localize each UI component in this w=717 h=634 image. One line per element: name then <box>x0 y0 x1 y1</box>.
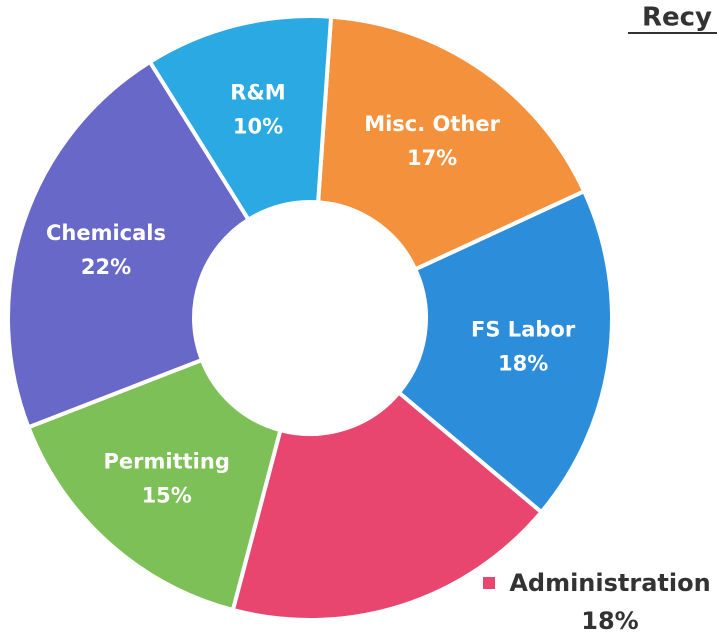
legend-swatch <box>483 577 495 589</box>
slice-label: Chemicals <box>46 221 166 245</box>
slice <box>315 14 587 272</box>
value-label: 22% <box>81 255 131 279</box>
slice <box>396 188 614 515</box>
slice <box>230 389 545 622</box>
slice <box>25 357 283 613</box>
value-label: 18% <box>581 607 638 634</box>
slice-label: Permitting <box>104 449 230 473</box>
chart-title: Recy <box>642 3 712 33</box>
value-label: 18% <box>498 351 548 375</box>
value-label: 17% <box>407 146 457 170</box>
slice-label: Misc. Other <box>364 112 500 136</box>
slice-label: FS Labor <box>471 317 576 341</box>
value-label: 10% <box>233 114 283 138</box>
slice-label: Administration <box>509 569 710 597</box>
slice <box>6 59 252 430</box>
slice-label: R&M <box>230 80 285 104</box>
slice <box>147 14 334 223</box>
value-label: 15% <box>142 483 192 507</box>
